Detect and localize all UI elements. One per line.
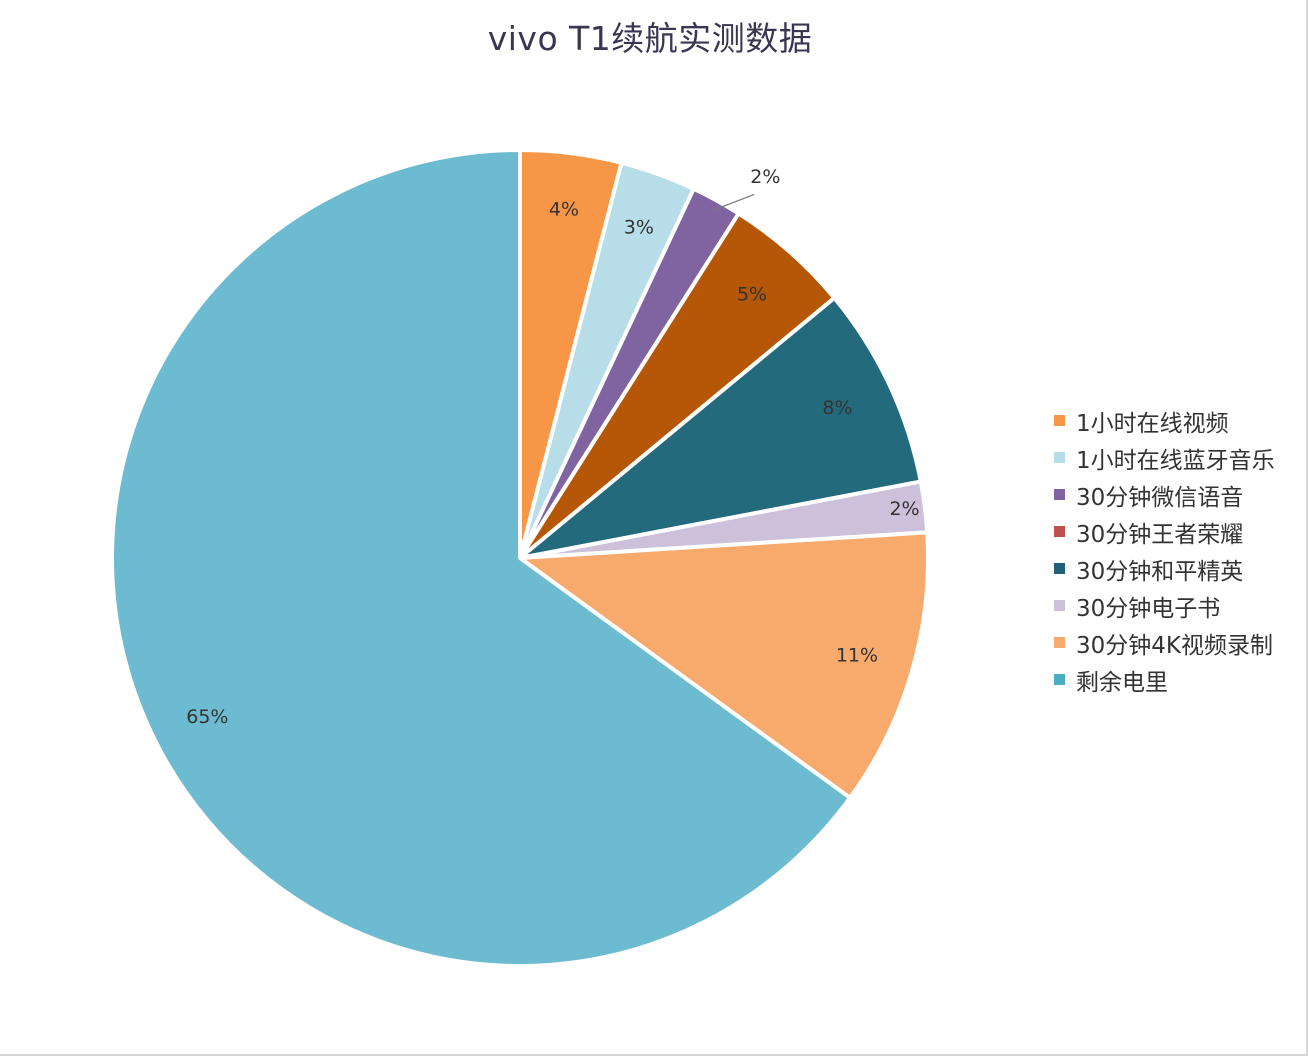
legend-label: 1小时在线视频 (1076, 410, 1229, 437)
legend-item[interactable]: 30分钟王者荣耀 (1054, 513, 1275, 550)
legend-swatch (1054, 563, 1065, 574)
data-label: 4% (549, 198, 579, 220)
pie-slice[interactable] (518, 295, 923, 560)
legend-item[interactable]: 1小时在线视频 (1054, 402, 1275, 439)
legend-label: 30分钟4K视频录制 (1076, 632, 1273, 659)
data-label: 2% (889, 498, 919, 520)
data-label: 2% (750, 166, 780, 188)
legend-item[interactable]: 剩余电里 (1054, 661, 1275, 698)
legend-swatch (1054, 452, 1065, 463)
legend-swatch (1054, 674, 1065, 685)
data-label: 8% (822, 397, 852, 419)
legend-label: 30分钟和平精英 (1076, 558, 1244, 585)
legend-item[interactable]: 30分钟微信语音 (1054, 476, 1275, 513)
legend-label: 30分钟电子书 (1076, 595, 1221, 622)
legend-swatch (1054, 600, 1065, 611)
legend-swatch (1054, 637, 1065, 648)
legend-item[interactable]: 30分钟4K视频录制 (1054, 624, 1275, 661)
legend-label: 剩余电里 (1076, 669, 1168, 696)
data-label: 3% (624, 216, 654, 238)
data-label: 11% (836, 644, 878, 666)
pie-data-labels: 4% 3% 2% 5% 8% 2% 11% 65% (186, 166, 919, 728)
legend-item[interactable]: 30分钟电子书 (1054, 587, 1275, 624)
legend-swatch (1054, 526, 1065, 537)
legend-label: 30分钟王者荣耀 (1076, 521, 1244, 548)
legend-label: 30分钟微信语音 (1076, 484, 1244, 511)
data-label: 65% (186, 706, 228, 728)
legend-label: 1小时在线蓝牙音乐 (1076, 447, 1275, 474)
legend-item[interactable]: 30分钟和平精英 (1054, 550, 1275, 587)
pie-slice[interactable] (518, 530, 930, 800)
label-leader-line (710, 193, 755, 212)
legend-item[interactable]: 1小时在线蓝牙音乐 (1054, 439, 1275, 476)
pie-slices (110, 148, 930, 968)
pie-slice[interactable] (110, 148, 853, 968)
data-label: 5% (737, 283, 767, 305)
legend-swatch (1054, 489, 1065, 500)
chart-title: vivo T1续航实测数据 (487, 19, 813, 58)
chart-legend: 1小时在线视频 1小时在线蓝牙音乐 30分钟微信语音 30分钟王者荣耀 30分钟… (1054, 402, 1275, 698)
legend-swatch (1054, 415, 1065, 426)
